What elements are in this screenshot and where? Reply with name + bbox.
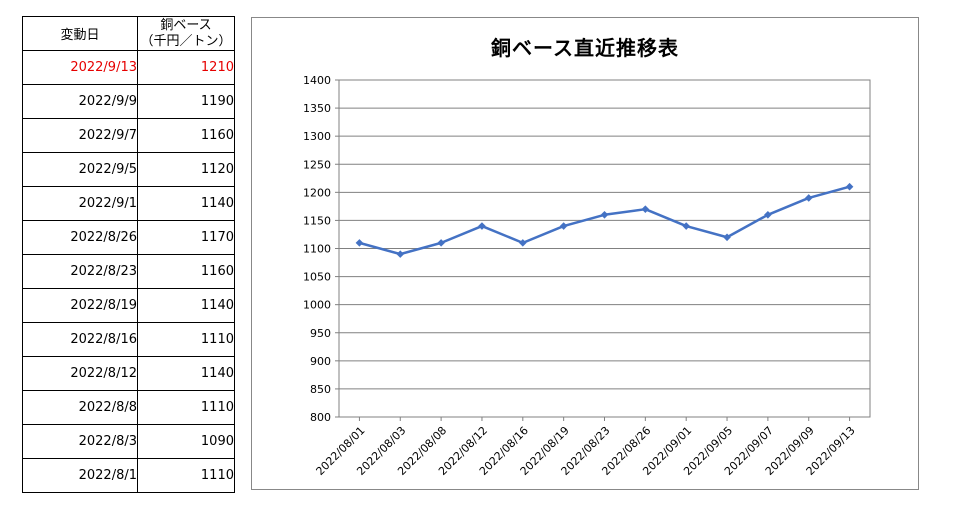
y-tick-label: 800 bbox=[310, 411, 331, 424]
row-date: 2022/9/5 bbox=[22, 152, 138, 187]
row-date: 2022/8/1 bbox=[22, 458, 138, 493]
chart-title: 銅ベース直近推移表 bbox=[491, 36, 679, 60]
row-price: 1140 bbox=[137, 186, 235, 221]
row-date: 2022/8/3 bbox=[22, 424, 138, 459]
data-point bbox=[559, 222, 568, 230]
table-row: 2022/9/5 1120 bbox=[22, 152, 235, 187]
row-price: 1170 bbox=[137, 220, 235, 255]
row-price: 1160 bbox=[137, 254, 235, 289]
data-point bbox=[478, 222, 486, 230]
row-date: 2022/8/16 bbox=[22, 322, 138, 357]
table-row: 2022/8/23 1160 bbox=[22, 254, 235, 289]
row-date: 2022/8/8 bbox=[22, 390, 138, 425]
y-tick-label: 950 bbox=[310, 327, 331, 340]
price-history-table: 変動日 銅ベース （千円／トン） 2022/9/13 1210 2022/9/9 11… bbox=[22, 16, 235, 493]
header-price: 銅ベース （千円／トン） bbox=[137, 16, 235, 51]
line-chart: 800 850 900 950 1000 1050 1100 1150 1200 1250 1300… bbox=[303, 74, 871, 478]
row-price: 1140 bbox=[137, 288, 235, 323]
row-price: 1190 bbox=[137, 84, 235, 119]
table-row: 2022/8/12 1140 bbox=[22, 356, 235, 391]
row-date: 2022/9/1 bbox=[22, 186, 138, 221]
header-date: 変動日 bbox=[22, 16, 138, 51]
y-tick-label: 1000 bbox=[303, 299, 331, 312]
data-point bbox=[764, 211, 772, 219]
y-tick-label: 900 bbox=[310, 355, 331, 368]
y-tick-label: 1350 bbox=[303, 102, 331, 115]
y-tick-label: 1100 bbox=[303, 243, 331, 256]
row-price: 1110 bbox=[137, 390, 235, 425]
data-point bbox=[682, 222, 690, 230]
y-tick-label: 1150 bbox=[303, 214, 331, 227]
row-date: 2022/9/7 bbox=[22, 118, 138, 153]
table-row: 2022/9/9 1190 bbox=[22, 84, 235, 119]
row-price: 1120 bbox=[137, 152, 235, 187]
table-row: 2022/8/26 1170 bbox=[22, 220, 235, 255]
data-point bbox=[519, 239, 527, 247]
row-date: 2022/8/23 bbox=[22, 254, 138, 289]
table-header-row: 変動日 銅ベース （千円／トン） bbox=[22, 16, 235, 51]
row-price: 1160 bbox=[137, 118, 235, 153]
data-point bbox=[845, 182, 854, 191]
row-date: 2022/8/19 bbox=[22, 288, 138, 323]
row-date: 2022/8/12 bbox=[22, 356, 138, 391]
data-point bbox=[355, 239, 364, 247]
row-price: 1110 bbox=[137, 322, 235, 357]
table-row: 2022/9/7 1160 bbox=[22, 118, 235, 153]
y-tick-label: 1200 bbox=[303, 186, 331, 199]
table-row: 2022/8/16 1110 bbox=[22, 322, 235, 357]
data-point bbox=[600, 211, 609, 219]
table-row: 2022/9/1 1140 bbox=[22, 186, 235, 221]
table-row: 2022/8/8 1110 bbox=[22, 390, 235, 425]
row-date: 2022/8/26 bbox=[22, 220, 138, 255]
header-price-line1: 銅ベース bbox=[160, 17, 212, 33]
y-tick-label: 1300 bbox=[303, 130, 331, 143]
row-price: 1210 bbox=[137, 50, 235, 85]
table-row: 2022/8/1 1110 bbox=[22, 458, 235, 493]
table-row: 2022/8/19 1140 bbox=[22, 288, 235, 323]
data-point bbox=[804, 194, 813, 202]
table-body: 2022/9/13 1210 2022/9/9 1190 2022/9/7 1160 202… bbox=[22, 50, 235, 493]
data-point bbox=[723, 233, 731, 242]
y-tick-label: 1400 bbox=[303, 74, 331, 87]
y-tick-label: 1250 bbox=[303, 158, 331, 171]
chart-area: 銅ベース直近推移表 800 850 900 950 1000 1050 1100 1150 12… bbox=[251, 17, 919, 490]
y-tick-label: 1050 bbox=[303, 271, 331, 284]
table-row: 2022/8/3 1090 bbox=[22, 424, 235, 459]
table-row: 2022/9/13 1210 bbox=[22, 50, 235, 85]
row-price: 1090 bbox=[137, 424, 235, 459]
row-date: 2022/9/9 bbox=[22, 84, 138, 119]
row-price: 1110 bbox=[137, 458, 235, 493]
data-point bbox=[437, 239, 445, 247]
header-price-line2: （千円／トン） bbox=[140, 33, 232, 49]
data-point bbox=[396, 250, 405, 258]
data-point bbox=[641, 205, 650, 213]
row-price: 1140 bbox=[137, 356, 235, 391]
y-tick-label: 850 bbox=[310, 383, 331, 396]
row-date: 2022/9/13 bbox=[22, 50, 138, 85]
